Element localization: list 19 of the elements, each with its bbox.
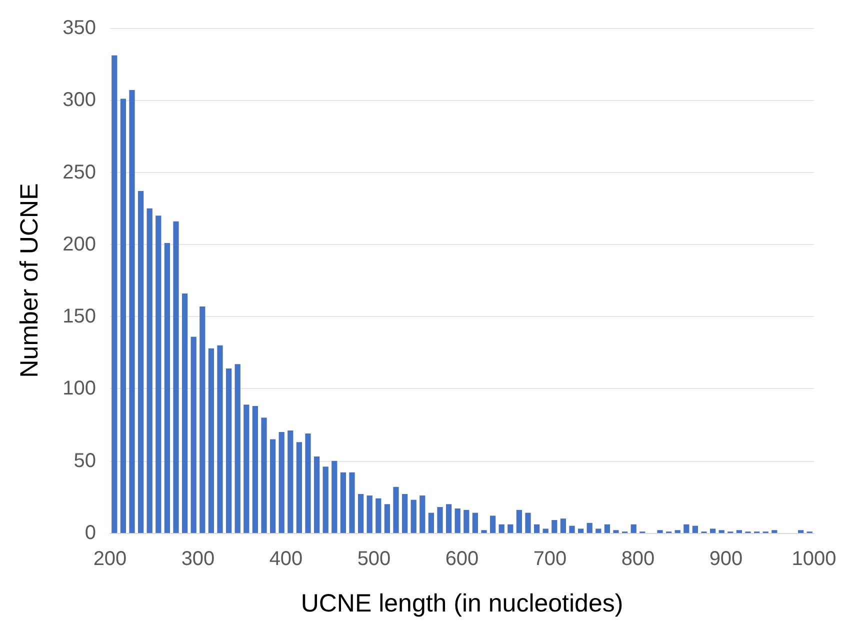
y-tick-label: 100 [62, 378, 96, 400]
x-tick-label: 400 [269, 548, 303, 570]
y-tick-label: 250 [62, 161, 96, 184]
x-tick-label: 600 [445, 548, 479, 570]
y-tick-label: 0 [84, 522, 96, 544]
x-tick-label: 900 [709, 548, 743, 570]
x-tick-label: 500 [357, 548, 391, 570]
y-tick-label: 50 [74, 450, 96, 472]
y-axis-title: Number of UCNE [16, 183, 44, 378]
x-tick-label: 300 [181, 548, 215, 570]
x-axis-title: UCNE length (in nucleotides) [300, 590, 624, 618]
x-tick-label: 1000 [792, 548, 836, 570]
x-tick-label: 800 [621, 548, 655, 570]
y-tick-label: 200 [62, 233, 96, 256]
x-tick-label: 200 [93, 548, 127, 570]
y-tick-label: 350 [62, 17, 96, 39]
y-tick-label: 300 [62, 89, 96, 112]
y-tick-label: 150 [62, 306, 96, 328]
x-tick-label: 700 [533, 548, 567, 570]
